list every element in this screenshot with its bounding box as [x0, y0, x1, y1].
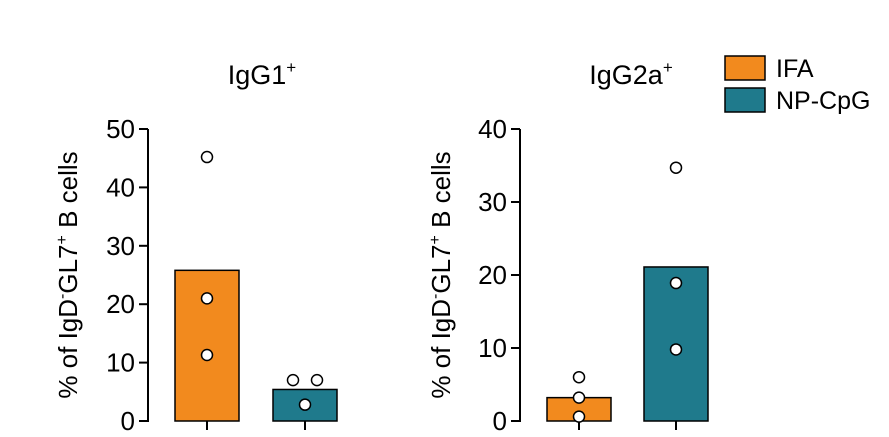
data-point	[310, 373, 324, 387]
y-tick-label: 0	[493, 406, 507, 436]
data-point	[200, 348, 214, 362]
y-axis-label-superscript: -	[54, 294, 71, 299]
chart-title-main: IgG2a	[589, 60, 664, 90]
data-point	[669, 276, 683, 290]
bar-np-cpg	[272, 388, 338, 422]
y-tick-label: 20	[106, 289, 135, 319]
y-tick-label: 40	[106, 172, 135, 202]
legend: IFA NP-CpG	[724, 55, 870, 115]
y-axis-label-part: % of IgD	[426, 299, 456, 399]
legend-label-ifa: IFA	[776, 55, 814, 83]
y-axis-label: % of IgD-GL7+ B cells	[53, 151, 83, 398]
y-axis-label-superscript: +	[54, 235, 71, 244]
y-axis-label-part: B cells	[53, 151, 83, 235]
data-point	[669, 161, 683, 174]
data-point	[298, 398, 312, 411]
y-tick-label: 10	[106, 348, 135, 378]
y-axis-label-superscript: +	[427, 235, 444, 244]
data-point	[572, 370, 586, 384]
y-axis-label-part: % of IgD	[53, 299, 83, 399]
legend-label-np-cpg: NP-CpG	[776, 87, 870, 115]
y-tick-label: 40	[478, 114, 507, 144]
data-point	[669, 343, 683, 356]
data-point	[200, 292, 214, 305]
y-tick-label: 30	[106, 231, 135, 261]
y-axis-label-part: GL7	[426, 244, 456, 293]
y-axis-label-superscript: -	[427, 294, 444, 299]
chart-title: IgG1+	[228, 58, 297, 90]
data-point	[200, 150, 214, 164]
y-tick-label: 10	[478, 333, 507, 363]
chart-title-superscript: +	[663, 58, 673, 77]
chart-title-main: IgG1	[228, 60, 287, 90]
y-tick-label: 20	[478, 260, 507, 290]
chart-title-superscript: +	[286, 58, 296, 77]
y-tick-label: 50	[106, 114, 135, 144]
y-axis-label-part: B cells	[426, 151, 456, 235]
y-tick-label: 30	[478, 187, 507, 217]
y-axis-label-part: GL7	[53, 244, 83, 293]
data-point	[572, 391, 586, 404]
y-tick-label: 0	[121, 406, 135, 436]
data-point	[572, 410, 586, 423]
chart-title: IgG2a+	[589, 58, 673, 90]
legend-swatch-np-cpg	[724, 87, 766, 113]
y-axis-label: % of IgD-GL7+ B cells	[426, 151, 456, 398]
data-point	[286, 373, 300, 387]
legend-swatch-ifa	[724, 55, 766, 81]
